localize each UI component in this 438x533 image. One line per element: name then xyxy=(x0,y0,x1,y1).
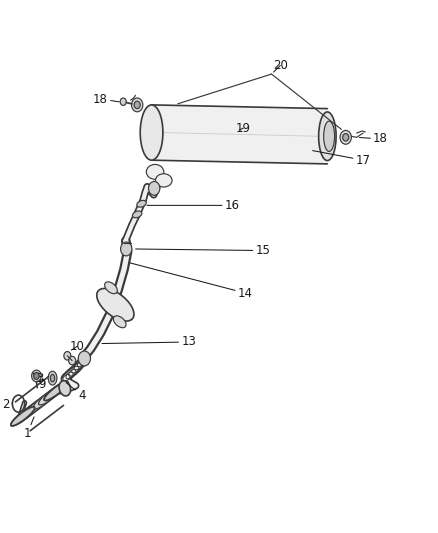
Polygon shape xyxy=(152,105,327,164)
Ellipse shape xyxy=(34,373,39,379)
Text: 19: 19 xyxy=(236,122,251,135)
Text: 10: 10 xyxy=(70,340,85,353)
Circle shape xyxy=(134,101,140,109)
Ellipse shape xyxy=(113,316,126,328)
Ellipse shape xyxy=(48,371,57,385)
Ellipse shape xyxy=(28,394,51,414)
Ellipse shape xyxy=(22,398,46,417)
Circle shape xyxy=(131,98,143,112)
Text: 13: 13 xyxy=(102,335,196,349)
Circle shape xyxy=(148,181,160,195)
Circle shape xyxy=(343,134,349,141)
Text: 20: 20 xyxy=(273,59,288,72)
Circle shape xyxy=(69,357,76,365)
Text: 16: 16 xyxy=(147,199,240,212)
Ellipse shape xyxy=(32,370,41,382)
Ellipse shape xyxy=(44,382,68,400)
Ellipse shape xyxy=(11,407,35,426)
Ellipse shape xyxy=(146,165,164,179)
Text: 4: 4 xyxy=(66,383,85,402)
Text: 14: 14 xyxy=(130,263,253,300)
Ellipse shape xyxy=(97,288,134,321)
Text: 18: 18 xyxy=(359,132,388,146)
Ellipse shape xyxy=(59,381,71,396)
Text: 15: 15 xyxy=(136,244,270,257)
Ellipse shape xyxy=(39,385,63,405)
Text: 9: 9 xyxy=(38,376,49,391)
Circle shape xyxy=(64,352,71,360)
Ellipse shape xyxy=(324,121,335,151)
Ellipse shape xyxy=(155,174,172,187)
Ellipse shape xyxy=(105,282,117,294)
Text: 1: 1 xyxy=(24,417,34,440)
Ellipse shape xyxy=(318,112,336,160)
Ellipse shape xyxy=(140,105,163,160)
Text: 17: 17 xyxy=(313,151,371,167)
Circle shape xyxy=(120,98,126,106)
Circle shape xyxy=(120,242,132,256)
Ellipse shape xyxy=(33,390,57,409)
Circle shape xyxy=(78,351,91,366)
Ellipse shape xyxy=(50,374,55,382)
Ellipse shape xyxy=(11,407,35,426)
Circle shape xyxy=(340,131,351,144)
Ellipse shape xyxy=(132,211,142,218)
Ellipse shape xyxy=(137,200,146,207)
Text: 18: 18 xyxy=(93,93,119,106)
Text: 3: 3 xyxy=(33,372,44,385)
Ellipse shape xyxy=(16,402,40,422)
Text: 2: 2 xyxy=(2,398,12,411)
Ellipse shape xyxy=(44,381,68,401)
